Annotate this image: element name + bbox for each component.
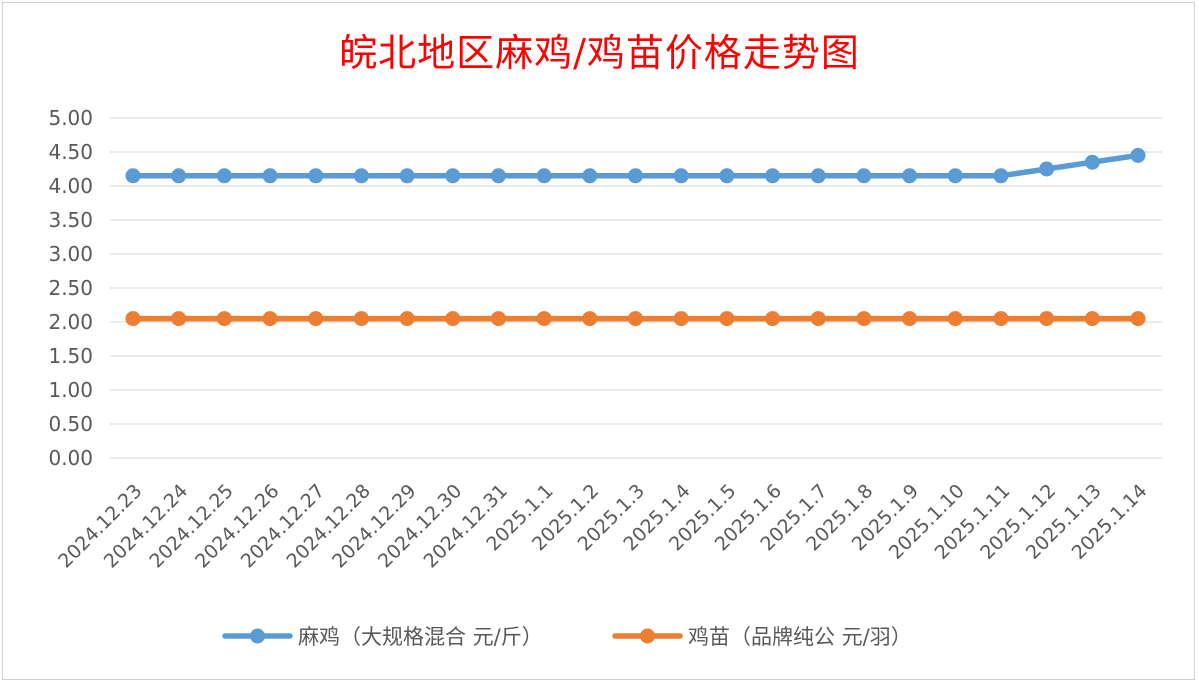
data-point [216, 311, 232, 327]
data-point [673, 168, 689, 184]
data-point [628, 311, 643, 327]
y-tick-label: 0.50 [48, 412, 93, 436]
y-tick-label: 0.00 [48, 446, 93, 470]
y-tick-label: 3.50 [48, 208, 93, 232]
data-point [1039, 311, 1055, 327]
data-point [902, 311, 918, 327]
data-point [810, 168, 826, 184]
data-point [673, 311, 689, 327]
data-point [216, 168, 232, 184]
data-point [262, 168, 278, 184]
y-tick-label: 1.00 [48, 378, 93, 402]
data-point [171, 168, 187, 184]
y-tick-label: 4.00 [48, 174, 93, 198]
series-layer [125, 147, 1146, 327]
data-point [399, 168, 415, 184]
data-point [765, 311, 781, 327]
data-point [902, 168, 918, 184]
data-point [993, 311, 1009, 327]
chart-title: 皖北地区麻鸡/鸡苗价格走势图 [339, 31, 860, 75]
data-point [719, 168, 735, 184]
data-point [536, 311, 552, 327]
data-point [490, 311, 506, 327]
data-point [765, 168, 781, 184]
y-tick-label: 2.00 [48, 310, 93, 334]
data-point [1084, 311, 1100, 327]
data-point [353, 311, 369, 327]
data-point [856, 168, 872, 184]
data-point [1130, 311, 1146, 327]
data-point [262, 311, 278, 327]
y-tick-label: 5.00 [48, 106, 93, 130]
data-point [125, 311, 141, 327]
data-point [171, 311, 187, 327]
y-tick-label: 3.00 [48, 242, 93, 266]
y-axis: 0.00 0.50 1.00 1.50 2.00 2.50 3.00 3.50 4.00 4.50… [48, 106, 93, 470]
data-point [947, 168, 963, 184]
data-point [856, 311, 872, 327]
data-point [810, 311, 826, 327]
legend: 麻鸡（大规格混合 元/斤） 鸡苗（品牌纯公 元/羽） [222, 625, 912, 649]
data-point [445, 168, 461, 184]
data-point [445, 311, 461, 327]
data-point [353, 168, 369, 184]
data-point [719, 311, 735, 327]
data-point [947, 311, 963, 327]
data-point [628, 168, 643, 184]
legend-label: 麻鸡（大规格混合 元/斤） [298, 625, 543, 649]
data-point [1039, 161, 1055, 177]
data-point [582, 311, 598, 327]
data-point [582, 168, 598, 184]
legend-label: 鸡苗（品牌纯公 元/羽） [688, 625, 912, 649]
data-point [308, 168, 324, 184]
y-tick-label: 2.50 [48, 276, 93, 300]
legend-marker [250, 628, 265, 644]
data-point [1084, 154, 1100, 170]
y-tick-label: 4.50 [48, 140, 93, 164]
data-point [399, 311, 415, 327]
gridlines [110, 117, 1162, 459]
data-point [536, 168, 552, 184]
data-point [1130, 147, 1146, 163]
x-axis: 2024.12.232024.12.242024.12.252024.12.26… [54, 480, 1151, 572]
data-point [308, 311, 324, 327]
data-point [993, 168, 1009, 184]
data-point [125, 168, 141, 184]
data-point [490, 168, 506, 184]
legend-marker [640, 628, 655, 644]
y-tick-label: 1.50 [48, 344, 93, 368]
